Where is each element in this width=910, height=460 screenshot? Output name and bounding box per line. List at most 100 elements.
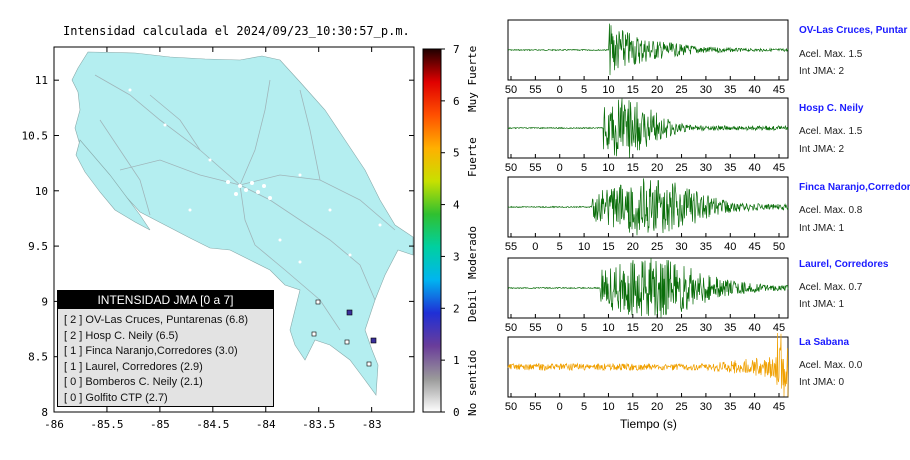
seismogram-tick-label: 15 (627, 322, 639, 334)
map-y-tick-label: 9 (41, 295, 48, 308)
map-y-ticks: 8 8.5 9 9.5 10 10.5 11 (22, 74, 414, 419)
seismogram-tick-label: 0 (557, 84, 563, 96)
seismogram-trace (507, 258, 789, 318)
seismogram-tick-label: 55 (529, 84, 541, 96)
station-marker-jma1 (344, 339, 350, 345)
station-markers (311, 299, 377, 367)
seismogram-tick-label: 25 (675, 84, 687, 96)
seismogram-tick-label: 30 (675, 241, 687, 253)
station-name-4: La Sabana (799, 337, 850, 348)
map-x-tick-label: -83 (362, 418, 382, 431)
station-jma-1: Int JMA: 2 (799, 144, 845, 155)
station-name-2: Finca Naranjo,Corredor (799, 182, 910, 193)
seismogram-tick-label: 20 (651, 84, 663, 96)
station-acel-2: Acel. Max. 0.8 (799, 205, 863, 216)
station-jma-4: Int JMA: 0 (799, 377, 845, 388)
colorbar-ticks: 0 1 2 3 4 5 6 7 (441, 43, 460, 419)
seismogram-tick-label: 0 (557, 162, 563, 174)
legend-item: [ 2 ] OV-Las Cruces, Puntarenas (6.8) (64, 314, 249, 326)
map-y-tick-label: 10 (35, 185, 48, 198)
colorbar-label-muy-fuerte: Muy Fuerte (466, 45, 479, 112)
station-name-0: OV-Las Cruces, Puntar (799, 25, 908, 36)
seismogram-tick-label: 40 (749, 401, 761, 413)
seismogram-tick-label: 10 (578, 241, 590, 253)
seismogram-tick-label: 0 (557, 401, 563, 413)
colorbar-tick-label: 7 (453, 43, 460, 56)
seismogram-tick-label: 35 (700, 241, 712, 253)
colorbar-tick-label: 1 (453, 354, 460, 367)
road-network (94, 74, 396, 331)
seismogram-tick-label: 35 (724, 162, 736, 174)
seismogram-tick-label: 40 (749, 162, 761, 174)
map-frame (53, 46, 415, 413)
station-acel-1: Acel. Max. 1.5 (799, 126, 863, 137)
station-name-3: Laurel, Corredores (799, 259, 889, 270)
seismogram-tick-label: 15 (602, 241, 614, 253)
seismogram-tick-label: 15 (627, 401, 639, 413)
station-marker-jma0-a (315, 299, 321, 305)
colorbar-label-fuerte: Fuerte (466, 137, 479, 177)
seismogram-tick-label: 55 (529, 162, 541, 174)
legend-item: [ 1 ] Laurel, Corredores (2.9) (64, 360, 203, 373)
seismogram-tick-label: 20 (651, 401, 663, 413)
station-marker-jma0-b (311, 331, 317, 337)
legend-item: [ 1 ] Finca Naranjo,Corredores (3.0) (64, 345, 238, 357)
seismogram-tick-label: 35 (724, 84, 736, 96)
colorbar-ramp (422, 48, 442, 413)
map-y-tick-label: 8.5 (28, 351, 48, 364)
map-y-tick-label: 9.5 (28, 240, 48, 253)
map-x-tick-label: -84 (256, 418, 276, 431)
seismogram-tick-label: 50 (505, 322, 517, 334)
seismogram-panel: 55 0 5 10 15 20 25 30 35 40 45 50 (505, 176, 789, 253)
seismogram-tick-label: 55 (529, 322, 541, 334)
legend-item: [ 0 ] Golfito CTP (2.7) (64, 391, 168, 404)
seismogram-tick-label: 5 (557, 241, 563, 253)
seismogram-tick-label: 30 (700, 84, 712, 96)
map-y-tick-label: 10.5 (22, 129, 49, 142)
seismogram-tick-label: 45 (773, 162, 785, 174)
seismogram-tick-label: 20 (651, 322, 663, 334)
colorbar-label-no-sentido: No sentido (466, 349, 479, 416)
station-jma-2: Int JMA: 1 (799, 223, 845, 234)
seismogram-tick-label: 25 (675, 401, 687, 413)
seismogram-trace (507, 332, 789, 397)
map-x-ticks: -86 -85.5 -85 -84.5 -84 -83.5 -83 (44, 47, 382, 431)
seismogram-tick-label: 45 (749, 241, 761, 253)
seismogram-tick-label: 50 (505, 84, 517, 96)
map-x-tick-label: -85.5 (90, 418, 123, 431)
seismogram-tick-label: 15 (627, 162, 639, 174)
seismogram-tick-label: 5 (581, 162, 587, 174)
seismogram-tick-label: 5 (581, 401, 587, 413)
map-title: Intensidad calculada el 2024/09/23_10:30… (63, 24, 410, 38)
colorbar-tick-label: 6 (453, 95, 460, 108)
station-jma-3: Int JMA: 1 (799, 299, 845, 310)
sea-dots (128, 88, 382, 264)
seismogram-tick-label: 45 (773, 84, 785, 96)
seismogram-tick-label: 30 (700, 401, 712, 413)
seismogram-tick-label: 5 (581, 322, 587, 334)
map-y-tick-label: 11 (35, 74, 48, 87)
nicoya-peninsula (75, 139, 151, 231)
station-acel-3: Acel. Max. 0.7 (799, 282, 863, 293)
seismogram-panel: 50 55 0 5 10 15 20 25 30 35 40 45 (505, 257, 789, 334)
legend-item: [ 2 ] Hosp C. Neily (6.5) (64, 329, 179, 342)
seismogram-tick-label: 10 (602, 322, 614, 334)
seismogram-trace (507, 98, 789, 158)
seismogram-tick-label: 5 (581, 84, 587, 96)
legend-item: [ 0 ] Bomberos C. Neily (2.1) (64, 376, 203, 388)
seismogram-tick-label: 15 (627, 84, 639, 96)
seismogram-tick-label: 50 (505, 401, 517, 413)
x-axis-label: Tiempo (s) (620, 417, 677, 431)
seismogram-tick-label: 0 (557, 322, 563, 334)
seismogram-tick-label: 30 (700, 322, 712, 334)
seismogram-tick-label: 50 (505, 162, 517, 174)
seismogram-tick-label: 20 (627, 241, 639, 253)
seismogram-tick-label: 40 (749, 322, 761, 334)
colorbar-tick-label: 3 (453, 250, 460, 263)
station-jma-0: Int JMA: 2 (799, 66, 845, 77)
seismogram-tick-label: 10 (602, 84, 614, 96)
seismogram-tick-label: 35 (724, 322, 736, 334)
seismogram-panel: 50 55 0 5 10 15 20 25 30 35 40 45 (505, 97, 789, 174)
seismogram-tick-label: 55 (529, 401, 541, 413)
